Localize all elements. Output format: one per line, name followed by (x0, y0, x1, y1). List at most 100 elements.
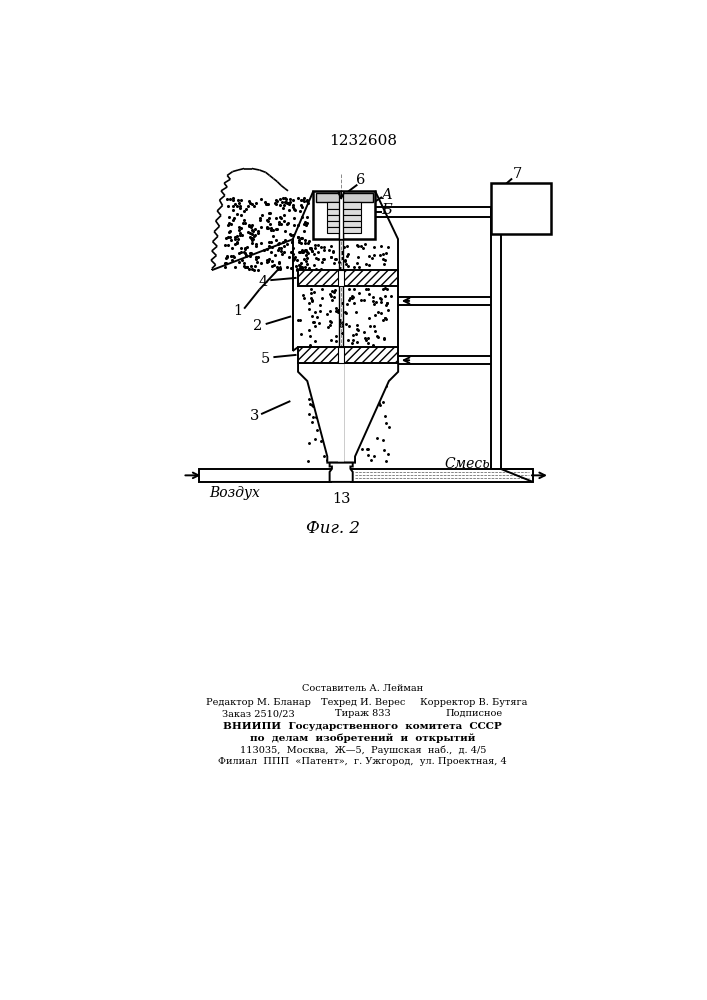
Point (288, 246, 299, 262)
Point (247, 223, 259, 239)
Text: 5: 5 (261, 352, 270, 366)
Point (358, 380, 370, 396)
Point (359, 379, 370, 395)
Point (359, 330, 370, 346)
Point (261, 241, 272, 257)
Point (348, 375, 359, 391)
Point (312, 422, 323, 438)
Point (245, 230, 257, 246)
Point (262, 253, 274, 269)
Point (233, 231, 244, 247)
Point (240, 241, 251, 257)
Point (284, 191, 296, 207)
Point (312, 309, 323, 325)
Point (273, 242, 284, 258)
Point (350, 359, 361, 375)
Point (223, 224, 235, 240)
Point (330, 416, 341, 432)
Point (239, 244, 250, 260)
Point (347, 288, 358, 304)
Point (330, 300, 341, 316)
Point (288, 227, 299, 243)
Point (472, 464, 483, 480)
Point (380, 297, 392, 313)
Point (255, 191, 267, 207)
Point (229, 236, 240, 252)
Point (358, 416, 370, 432)
Point (325, 286, 336, 302)
Point (382, 446, 394, 462)
Point (228, 198, 239, 214)
Point (327, 292, 338, 308)
Point (321, 306, 332, 322)
Bar (338, 347, 344, 363)
Point (247, 261, 258, 277)
Point (288, 201, 300, 217)
Point (279, 197, 290, 213)
Point (361, 281, 372, 297)
Point (337, 325, 348, 341)
Point (279, 244, 290, 260)
Point (302, 256, 313, 272)
Point (327, 283, 338, 299)
Point (305, 240, 316, 256)
Point (492, 472, 503, 488)
Point (479, 471, 491, 487)
Point (324, 317, 335, 333)
Point (294, 312, 305, 328)
Text: Тираж 833: Тираж 833 (335, 709, 390, 718)
Point (380, 245, 392, 261)
Point (300, 242, 312, 258)
Point (325, 450, 337, 466)
Point (329, 289, 340, 305)
Text: ВНИИПИ  Государственного  комитета  СССР: ВНИИПИ Государственного комитета СССР (223, 722, 502, 731)
Point (298, 193, 310, 209)
Point (312, 237, 324, 253)
Point (368, 289, 379, 305)
Point (278, 190, 289, 206)
Point (283, 195, 294, 211)
Point (319, 242, 330, 258)
Point (299, 232, 310, 248)
Point (235, 207, 246, 223)
Point (368, 247, 380, 263)
Point (303, 322, 314, 338)
Point (306, 243, 317, 259)
Point (225, 229, 236, 245)
Point (301, 215, 312, 231)
Point (370, 307, 381, 323)
Point (392, 466, 404, 482)
Point (325, 359, 337, 375)
Point (286, 234, 298, 250)
Point (298, 287, 309, 303)
Point (361, 441, 373, 457)
Point (305, 290, 317, 306)
Point (248, 228, 259, 244)
Point (296, 235, 307, 251)
Point (296, 259, 308, 275)
Point (351, 321, 363, 337)
Point (380, 288, 391, 304)
Point (275, 240, 286, 256)
Point (293, 257, 304, 273)
Point (238, 255, 250, 271)
Point (380, 280, 391, 296)
Point (340, 359, 351, 375)
Point (295, 197, 306, 213)
Point (380, 408, 391, 424)
Point (247, 196, 258, 212)
Point (328, 441, 339, 457)
Point (281, 194, 292, 210)
Point (267, 222, 279, 238)
Point (462, 465, 474, 481)
Point (264, 205, 275, 221)
Point (285, 244, 296, 260)
Point (264, 205, 276, 221)
Point (228, 210, 240, 226)
Point (300, 253, 312, 269)
Point (349, 259, 360, 275)
Point (267, 228, 279, 244)
Point (375, 472, 386, 488)
Point (363, 257, 375, 273)
Point (335, 316, 346, 332)
